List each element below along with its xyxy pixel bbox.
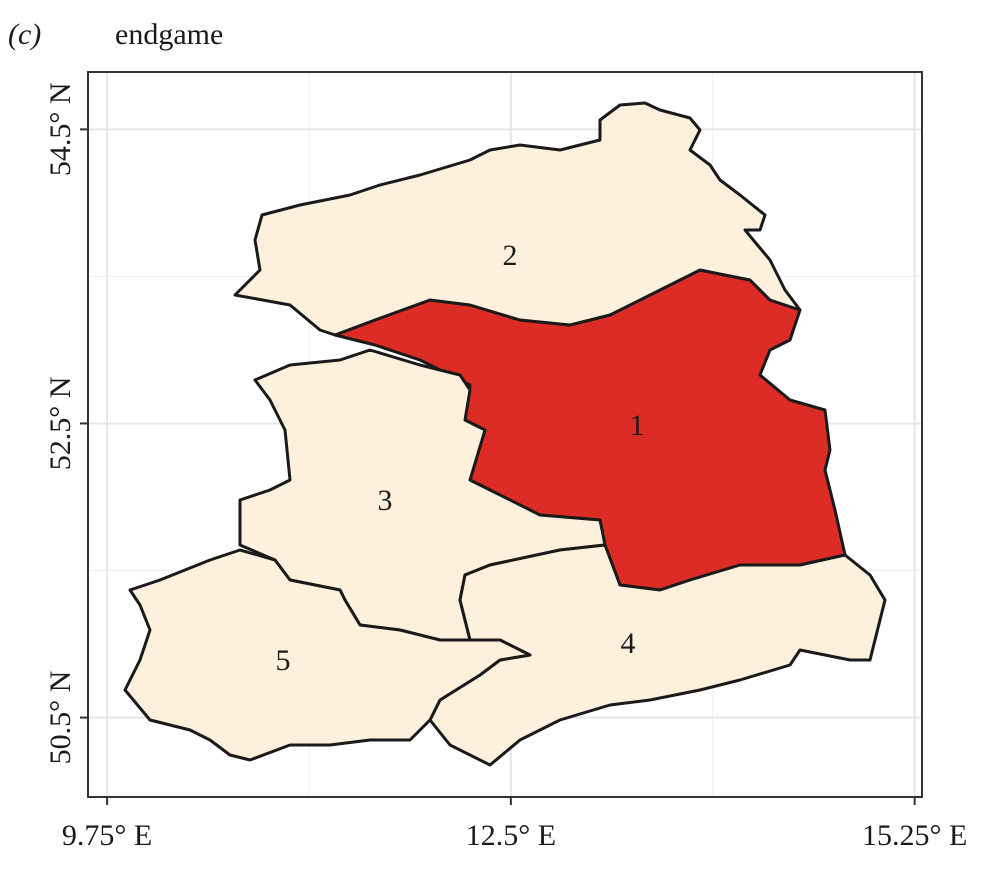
region-label: 4: [621, 627, 636, 660]
regions: [123, 101, 887, 767]
region-2: [233, 101, 802, 337]
x-tick-label: 15.25° E: [862, 819, 967, 852]
y-tick-label: 54.5° N: [44, 83, 77, 177]
y-tick-label: 52.5° N: [44, 377, 77, 471]
map-title: endgame: [115, 18, 223, 51]
region-5: [123, 548, 532, 762]
region-label: 1: [630, 409, 645, 442]
y-tick-label: 50.5° N: [44, 671, 77, 765]
region-labels: 1 2 3 4 5: [276, 239, 645, 677]
region-label: 5: [276, 644, 291, 677]
panel-label: (c): [8, 18, 41, 51]
region-label: 3: [378, 484, 393, 517]
x-tick-label: 9.75° E: [62, 819, 152, 852]
x-tick-label: 12.5° E: [466, 819, 556, 852]
region-label: 2: [503, 239, 518, 272]
panel-border: [87, 71, 923, 798]
